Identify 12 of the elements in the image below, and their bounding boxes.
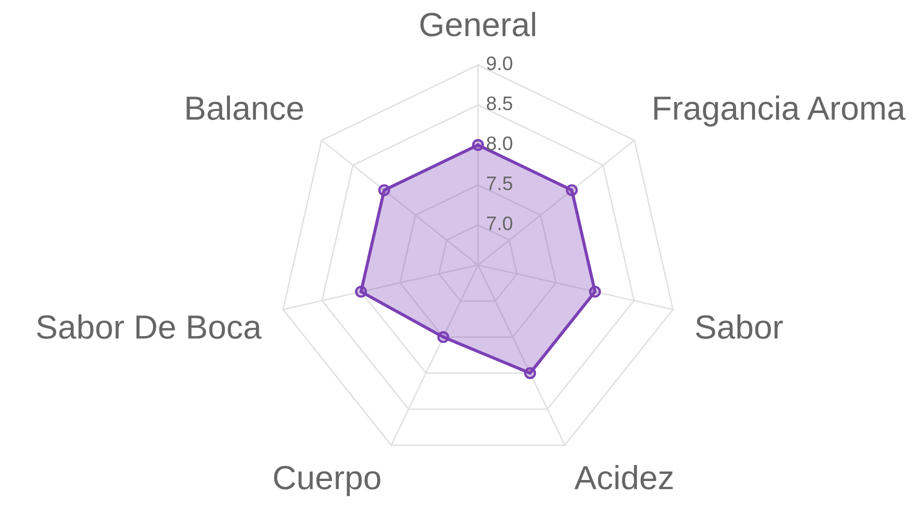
spoke-label: Sabor (696, 314, 783, 339)
y-tick-label: 9.0 (486, 56, 512, 70)
spoke-label: Cuerpo (274, 466, 380, 496)
spoke-label: General (420, 12, 536, 36)
y-tick-label: 7.5 (486, 176, 512, 190)
spoke-label: Balance (186, 96, 303, 120)
y-tick-label: 7.0 (486, 216, 512, 230)
y-tick-label: 8.0 (486, 136, 512, 150)
spoke-label: Acidez (574, 465, 673, 490)
y-tick-label: 8.5 (486, 96, 512, 110)
spoke-label: Sabor De Boca (37, 314, 262, 339)
spoke-label: Fragancia Aroma (654, 96, 906, 127)
